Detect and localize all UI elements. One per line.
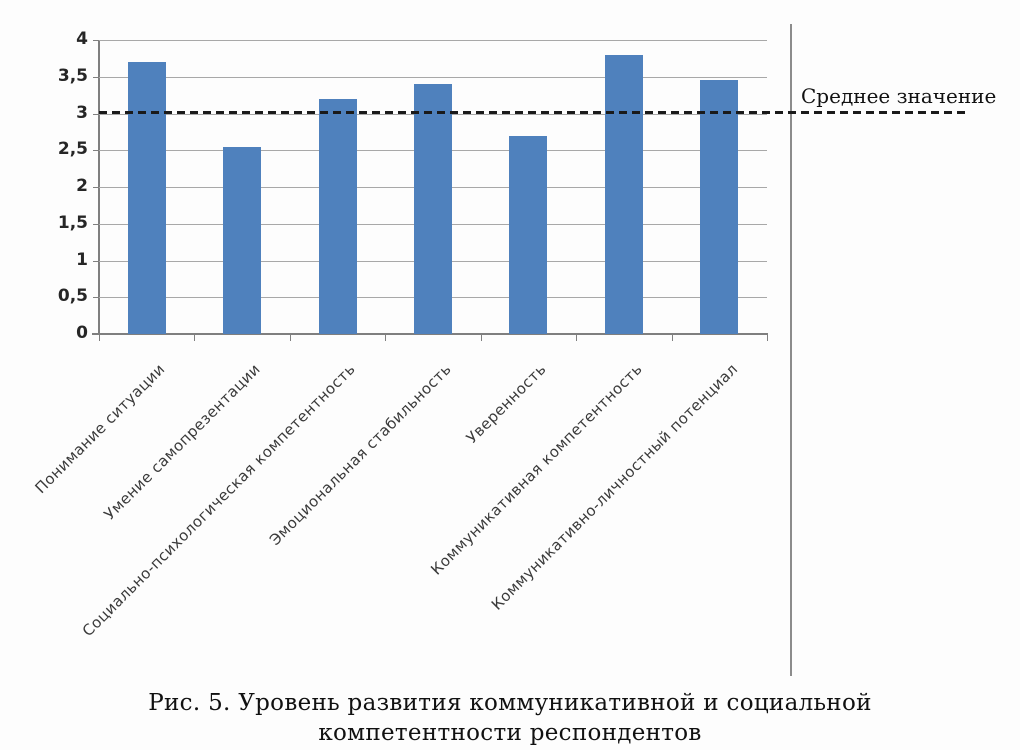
x-category-label: Уверенность	[463, 360, 551, 447]
mean-line-label: Среднее значение	[801, 84, 997, 108]
x-axis-tick	[385, 335, 387, 341]
y-axis-tick	[93, 297, 99, 299]
y-axis-tick	[93, 76, 99, 78]
y-tick-label: 0	[76, 323, 88, 343]
x-axis-tick	[289, 335, 291, 341]
x-axis-line	[92, 333, 768, 335]
y-tick-label: 1	[76, 249, 88, 270]
bar	[223, 146, 262, 334]
y-tick-label: 4	[76, 29, 88, 49]
bar	[127, 62, 166, 334]
y-axis-tick	[93, 150, 99, 152]
mean-line	[99, 111, 970, 115]
y-axis-tick	[93, 223, 99, 225]
y-tick-label: 2	[76, 176, 88, 196]
y-tick-label: 0,5	[57, 286, 88, 307]
gridline	[99, 40, 767, 41]
chart-right-border	[790, 24, 792, 676]
x-axis-tick	[194, 335, 196, 341]
x-axis-tick	[767, 335, 768, 341]
y-tick-label: 1,5	[57, 212, 88, 233]
x-axis-tick	[480, 335, 482, 341]
y-axis-tick	[93, 334, 99, 335]
y-tick-label: 3	[76, 102, 88, 123]
y-tick-label: 2,5	[57, 139, 88, 160]
bar	[509, 135, 548, 334]
figure-caption: Рис. 5. Уровень развития коммуникативной…	[0, 688, 1020, 749]
x-axis-tick	[576, 335, 578, 341]
x-axis-tick	[671, 335, 673, 341]
y-tick-label: 3,5	[57, 65, 88, 86]
x-category-label: Коммуникативная компетентность	[426, 360, 646, 579]
bar	[318, 98, 357, 334]
x-axis-tick	[99, 335, 100, 341]
bar	[700, 80, 739, 334]
figure-caption-line1: Рис. 5. Уровень развития коммуникативной…	[148, 690, 872, 716]
x-category-label: Умение самопрезентации	[100, 360, 264, 524]
y-axis-tick	[93, 40, 99, 41]
x-category-label: Эмоциональная стабильность	[265, 360, 455, 549]
gridline	[99, 76, 767, 78]
bar	[414, 84, 452, 334]
y-axis-tick	[93, 187, 99, 188]
y-axis-tick	[93, 113, 99, 115]
bar	[604, 54, 643, 334]
y-axis-tick	[93, 260, 99, 262]
figure-caption-line2: компетентности респондентов	[318, 720, 702, 747]
